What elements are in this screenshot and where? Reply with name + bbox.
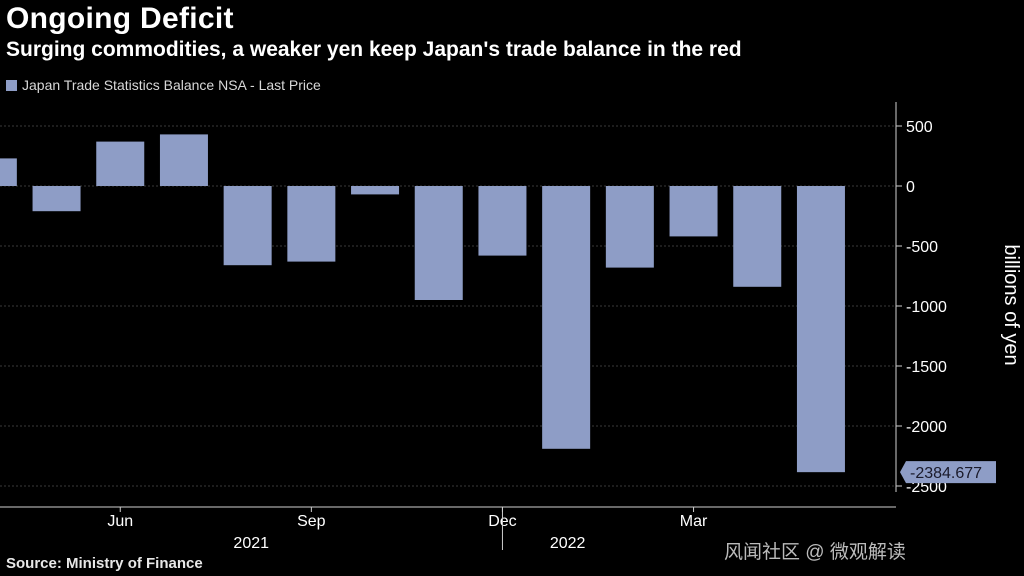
bar [0, 158, 17, 186]
bar [733, 186, 781, 287]
bar [797, 186, 845, 472]
year-label: 2022 [550, 535, 586, 552]
bar [224, 186, 272, 265]
bar [351, 186, 399, 194]
last-value-label: -2384.677 [910, 465, 982, 482]
bar [670, 186, 718, 236]
bar [542, 186, 590, 449]
bar [415, 186, 463, 300]
y-tick-label: -2000 [906, 419, 947, 436]
y-axis-title: billions of yen [1000, 244, 1022, 365]
y-tick-label: -1500 [906, 359, 947, 376]
bar [160, 134, 208, 186]
bar [33, 186, 81, 211]
bars [0, 134, 845, 472]
y-tick-label: -500 [906, 239, 938, 256]
watermark: 风闻社区 @ 微观解读 [724, 537, 906, 564]
y-tick-label: 0 [906, 179, 915, 196]
bar [606, 186, 654, 268]
bar [478, 186, 526, 256]
bar [96, 142, 144, 186]
x-tick-label: Sep [297, 513, 326, 530]
last-value-tag: -2384.677 [900, 461, 996, 483]
year-label: 2021 [233, 535, 269, 552]
x-tick-label: Mar [680, 513, 708, 530]
bar [287, 186, 335, 262]
bar-chart: 5000-500-1000-1500-2000-2500Jun Sep Dec Mar… [0, 0, 1024, 576]
x-tick-label: Jun [107, 513, 133, 530]
y-tick-label: -1000 [906, 299, 947, 316]
source-note: Source: Ministry of Finance [6, 555, 203, 572]
y-tick-label: 500 [906, 119, 933, 136]
